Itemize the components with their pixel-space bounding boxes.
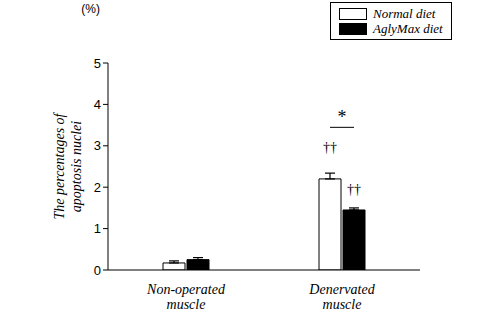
svg-text:1: 1 bbox=[94, 221, 101, 236]
svg-text:(%): (%) bbox=[81, 2, 100, 16]
svg-text:††: †† bbox=[323, 140, 337, 155]
svg-text:0: 0 bbox=[94, 263, 101, 278]
svg-text:Denervatedmuscle: Denervatedmuscle bbox=[308, 282, 375, 312]
svg-text:Non-operatedmuscle: Non-operatedmuscle bbox=[146, 282, 226, 312]
svg-text:††: †† bbox=[347, 182, 361, 197]
html-text:Normal diet: Normal diet bbox=[373, 6, 436, 21]
svg-text:4: 4 bbox=[94, 97, 101, 112]
svg-text:The percentages ofapoptosis nu: The percentages ofapoptosis nuclei bbox=[52, 111, 84, 219]
svg-text:5: 5 bbox=[94, 56, 101, 71]
svg-text:*: * bbox=[338, 107, 347, 127]
svg-text:3: 3 bbox=[94, 138, 101, 153]
svg-text:2: 2 bbox=[94, 180, 101, 195]
html-text:AglyMax diet: AglyMax diet bbox=[373, 21, 443, 36]
